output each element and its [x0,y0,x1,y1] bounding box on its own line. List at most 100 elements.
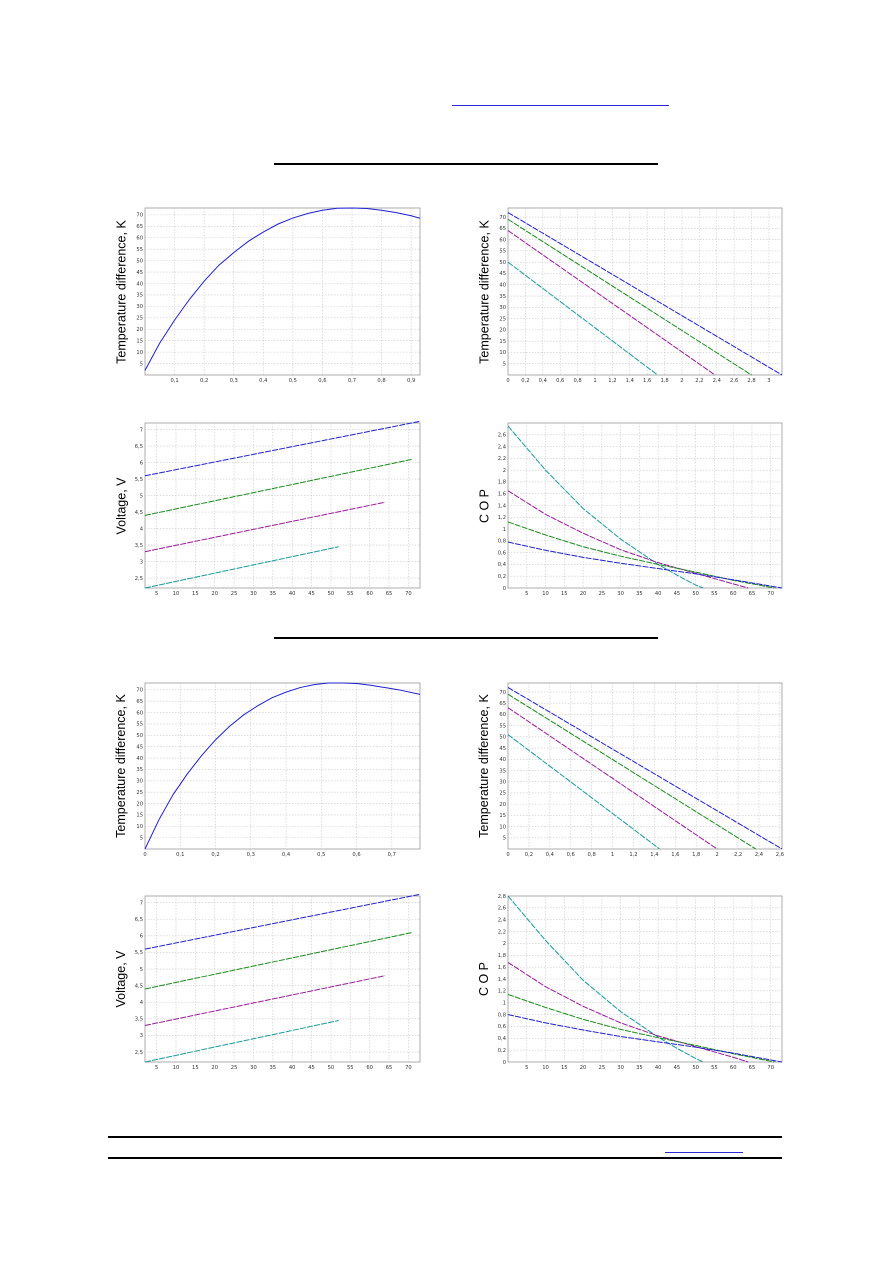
y-tick-label: 2,2 [498,929,506,935]
y-tick-label: 2,6 [498,906,506,912]
x-tick-label: 0 [506,852,509,858]
x-tick-label: 40 [289,591,296,597]
x-tick-label: 5 [525,1065,528,1071]
y-axis-label: Temperature difference, K [114,219,128,364]
x-tick-label: 0,2 [211,852,219,858]
y-tick-label: 2 [503,468,506,474]
y-tick-label: 6,5 [135,444,143,450]
x-tick-label: 0,8 [588,852,596,858]
chart-1: 0,1 0,2 0,3 0,4 0,5 0,6 0,7 0,8 0,9 5 10 15 20 25 30 35… [136,207,421,384]
y-tick-label: 20 [136,801,143,807]
plot-area [144,895,421,1063]
x-tick-label: 1,4 [650,852,659,858]
x-tick-label: 2,6 [730,378,738,384]
series-line-3 [144,501,386,553]
x-tick-label: 20 [211,1065,218,1071]
series-line-4 [144,546,339,589]
y-tick-label: 3 [140,1033,143,1039]
y-tick-label: 0,6 [498,550,506,556]
y-tick-label: 4 [140,1000,144,1006]
y-tick-label: 0,6 [498,1024,506,1030]
x-tick-label: 60 [366,591,373,597]
x-tick-label: 25 [599,591,606,597]
y-tick-label: 3,5 [135,543,143,549]
x-tick-label: 1,8 [692,852,700,858]
y-tick-label: 1,2 [498,989,506,995]
x-tick-label: 0,9 [407,378,415,384]
x-tick-label: 2 [716,852,719,858]
y-axis-label: Voltage, V [114,950,128,1008]
y-tick-label: 10 [499,824,506,830]
y-tick-label: 0 [503,586,506,592]
y-tick-label: 5 [140,967,143,973]
y-tick-label: 1,8 [498,480,506,486]
x-tick-label: 0,8 [573,378,581,384]
y-tick-label: 45 [136,270,143,276]
y-tick-label: 5,5 [135,477,143,483]
chart-3: 5 10 15 20 25 30 35 40 45 50 55 60 65 70 2,5 3 3,5 4 4,5 5 5… [135,420,421,597]
x-tick-label: 45 [674,1065,681,1071]
y-tick-label: 60 [136,236,143,242]
y-tick-label: 0,8 [498,539,506,545]
series-line-4 [507,1014,783,1063]
y-tick-label: 45 [499,271,506,277]
series-line-4 [144,1020,339,1063]
x-tick-label: 15 [561,591,568,597]
section-rule-1 [274,163,658,165]
y-tick-label: 35 [499,294,506,300]
y-tick-label: 15 [136,813,143,819]
series-line-1 [507,425,704,589]
x-tick-label: 5 [155,591,158,597]
x-tick-label: 1 [611,852,614,858]
y-tick-label: 35 [136,767,143,773]
header-link-underline[interactable] [452,105,669,106]
y-tick-label: 7 [140,900,143,906]
x-tick-label: 45 [674,591,681,597]
y-axis-label: Temperature difference, K [477,694,491,838]
x-tick-label: 60 [730,1065,737,1071]
chart-7: 5 10 15 20 25 30 35 40 45 50 55 60 65 70 2,5 3 3,5 4 4,5 5 5… [135,893,421,1071]
chart-8: 5 10 15 20 25 30 35 40 45 50 55 60 65 70 0 0,2 0,4 0,6 0,8… [498,894,783,1071]
y-axis-label: Temperature difference, K [477,219,491,364]
y-tick-label: 4,5 [135,983,143,989]
plot-area [507,895,783,1063]
y-tick-label: 4 [140,526,144,532]
x-tick-label: 1,6 [671,852,679,858]
x-tick-label: 70 [767,1065,774,1071]
x-tick-label: 5 [525,591,528,597]
y-tick-label: 5 [140,835,143,841]
y-tick-label: 10 [136,824,143,830]
y-tick-label: 40 [136,281,143,287]
x-tick-label: 2,2 [695,378,703,384]
x-tick-label: 0,6 [318,378,326,384]
plot-area [144,422,421,589]
x-tick-label: 50 [692,1065,699,1071]
y-tick-label: 5 [140,361,143,367]
footer-link-underline[interactable] [665,1152,743,1153]
x-tick-label: 35 [636,591,643,597]
y-tick-label: 0,8 [498,1012,506,1018]
chart-2: 0 0,2 0,4 0,6 0,8 1 1,2 1,4 1,6 1,8 2 2,2 2,4 2,6 2,8 3… [499,207,783,384]
x-tick-label: 1,4 [626,378,635,384]
y-tick-label: 55 [136,247,143,253]
chart-4: 5 10 15 20 25 30 35 40 45 50 55 60 65 70 0 0,2 0,4 0,6 0,8… [498,422,783,597]
series-line-2 [507,490,749,589]
y-tick-label: 55 [136,722,143,728]
series-line-4 [507,734,660,850]
x-tick-label: 0,1 [170,378,178,384]
x-tick-label: 55 [711,591,718,597]
x-tick-label: 15 [192,1065,199,1071]
y-tick-label: 60 [136,710,143,716]
x-tick-label: 35 [270,1065,277,1071]
x-tick-label: 2,6 [776,852,784,858]
y-tick-label: 40 [499,757,506,763]
y-tick-label: 60 [499,712,506,718]
plot-area [507,422,783,589]
y-tick-label: 35 [136,293,143,299]
y-axis-label: Voltage, V [114,477,128,534]
y-tick-label: 1,4 [498,503,507,509]
y-tick-label: 20 [136,327,143,333]
series-line-2 [507,693,757,850]
y-tick-label: 3 [140,559,143,565]
x-tick-label: 45 [308,1065,315,1071]
